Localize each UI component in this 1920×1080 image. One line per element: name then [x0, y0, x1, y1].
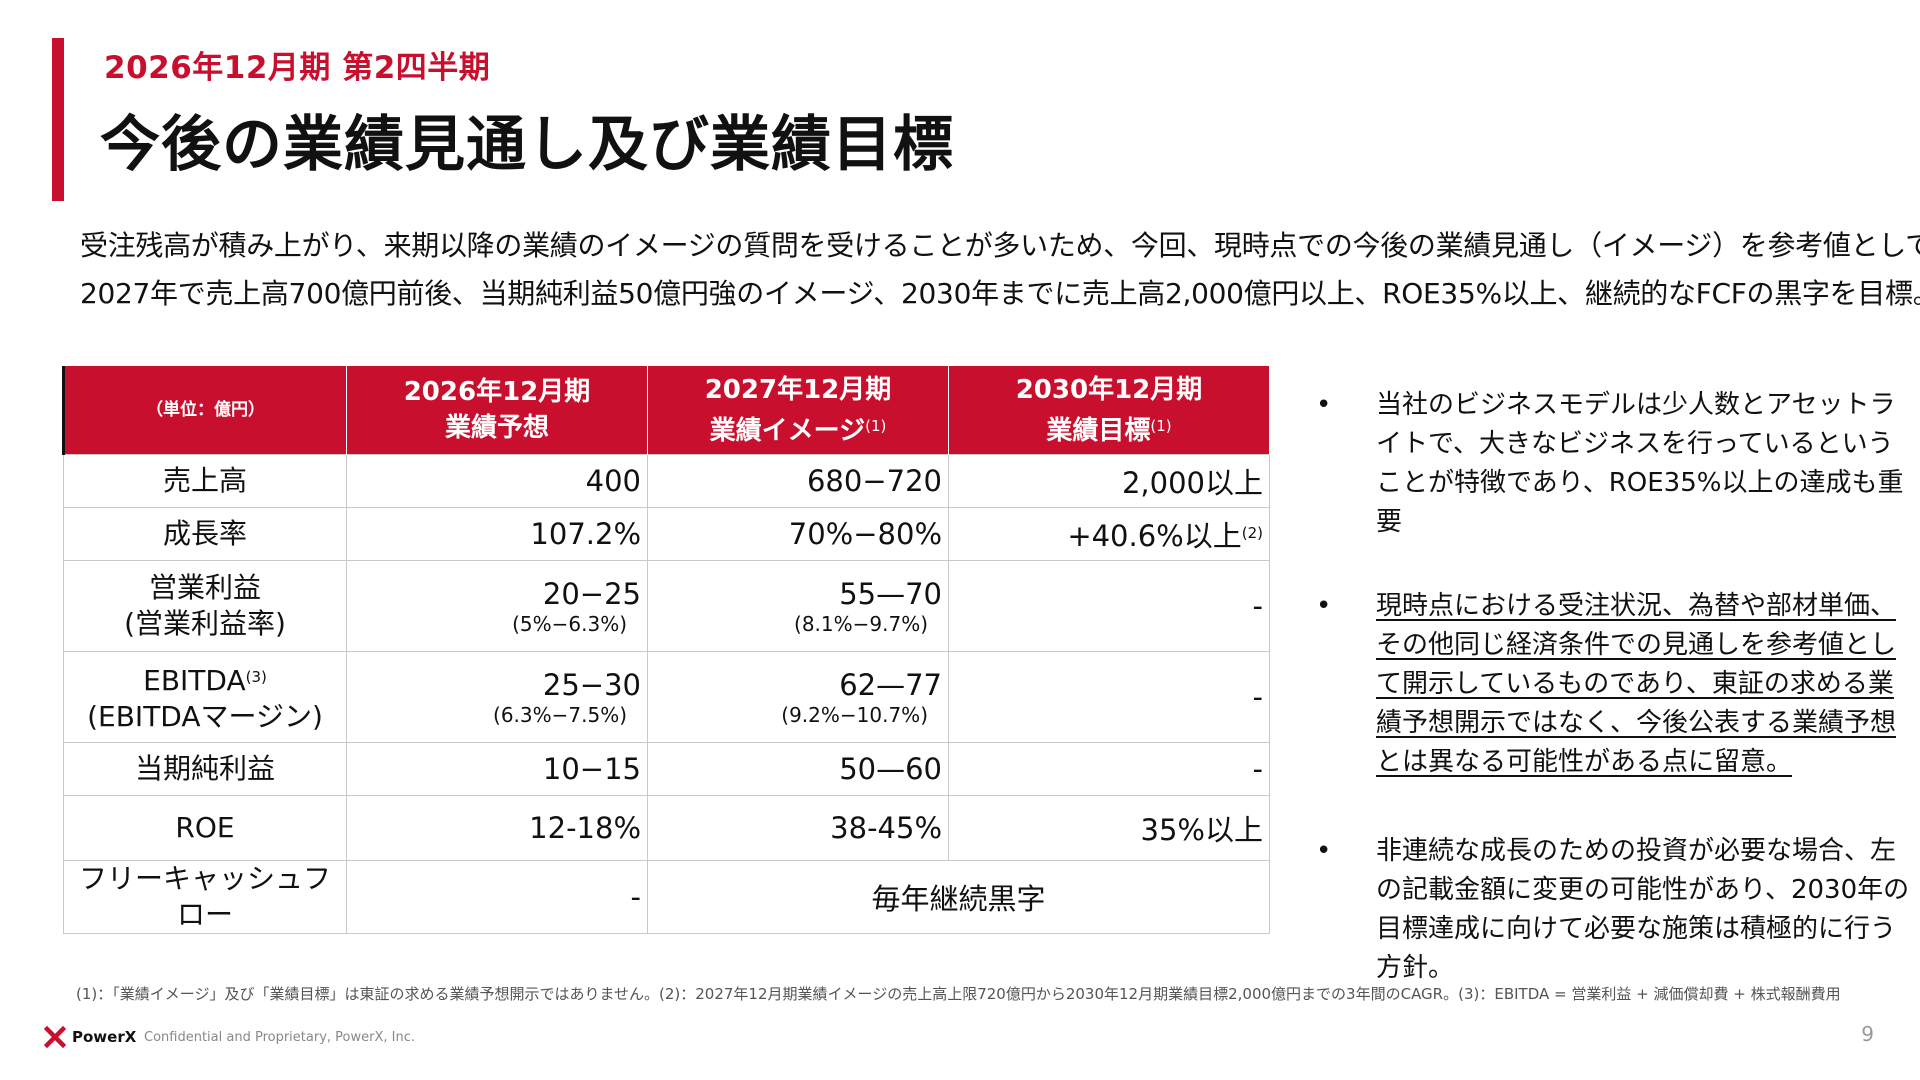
cell-2026: - [346, 860, 648, 934]
cell-2027: 62—77 (9.2%−10.7%) [647, 651, 949, 743]
accent-bar [52, 38, 64, 201]
period-label: 2026年12月期 第2四半期 [104, 50, 491, 86]
row-label: EBITDA(3) (EBITDAマージン) [63, 651, 347, 743]
cell-2030: - [948, 560, 1270, 652]
row-label: フリーキャッシュフロー [63, 860, 347, 934]
column-header-line1: 2026年12月期 [403, 377, 591, 407]
cell-2030: - [948, 742, 1270, 796]
cell-2027: 55—70 (8.1%−9.7%) [647, 560, 949, 652]
list-item: • 現時点における受注状況、為替や部材単価、その他同じ経済条件での見通しを参考値… [1316, 587, 1916, 782]
table-row-sales: 売上高 400 680−720 2,000以上 [63, 454, 1270, 508]
footnote-ref: (1) [1150, 416, 1172, 435]
cell-2027: 38-45% [647, 795, 949, 861]
row-label: 当期純利益 [63, 742, 347, 796]
row-label: 営業利益 (営業利益率) [63, 560, 347, 652]
bullet-marker: • [1316, 591, 1332, 621]
bullet-text: 現時点における受注状況、為替や部材単価、その他同じ経済条件での見通しを参考値とし… [1376, 591, 1897, 777]
notes-list: • 当社のビジネスモデルは少人数とアセットライトで、大きなビジネスを行っていると… [1316, 386, 1916, 988]
table-row-net-income: 当期純利益 10−15 50—60 - [63, 742, 1270, 796]
row-label: ROE [63, 795, 347, 861]
column-header-line2: 業績イメージ(1) [709, 415, 887, 446]
row-label: 成長率 [63, 507, 347, 561]
company-logo: PowerX [44, 1026, 136, 1048]
forecast-table: （単位：億円） 2026年12月期 業績予想 2027年12月期 業績イメージ(… [62, 366, 1270, 934]
page-title: 今後の業績見通し及び業績目標 [100, 110, 954, 180]
cell-2026: 107.2% [346, 507, 648, 561]
margin-sub: (9.2%−10.7%) [781, 703, 928, 727]
footnote-ref: (1) [865, 416, 887, 435]
bullet-text: 当社のビジネスモデルは少人数とアセットライトで、大きなビジネスを行っているという… [1376, 390, 1904, 537]
table-row-roe: ROE 12-18% 38-45% 35%以上 [63, 795, 1270, 861]
intro-line-2: 2027年で売上高700億円前後、当期純利益50億円強のイメージ、2030年まで… [80, 277, 1920, 310]
table-row-operating-income: 営業利益 (営業利益率) 20−25 (5%−6.3%) 55—70 (8.1%… [63, 560, 1270, 652]
cell-2027: 70%−80% [647, 507, 949, 561]
column-header-line1: 2027年12月期 [704, 374, 892, 405]
cell-2030: - [948, 651, 1270, 743]
footnote-ref: (2) [1241, 524, 1263, 542]
cell-2026: 12-18% [346, 795, 648, 861]
cell-2026: 20−25 (5%−6.3%) [346, 560, 648, 652]
brand-name: PowerX [72, 1028, 137, 1046]
table-row-growth: 成長率 107.2% 70%−80% +40.6%以上(2) [63, 507, 1270, 561]
margin-sub: (5%−6.3%) [512, 612, 627, 636]
cell-2030: +40.6%以上(2) [948, 507, 1270, 561]
table-header-row: （単位：億円） 2026年12月期 業績予想 2027年12月期 業績イメージ(… [62, 366, 1270, 455]
table-row-fcf: フリーキャッシュフロー - 毎年継続黒字 [63, 860, 1270, 934]
confidential-notice: Confidential and Proprietary, PowerX, In… [144, 1030, 415, 1045]
list-item: • 非連続な成長のための投資が必要な場合、左の記載金額に変更の可能性があり、20… [1316, 832, 1916, 988]
cell-2027-2030: 毎年継続黒字 [647, 860, 1270, 934]
bullet-marker: • [1316, 836, 1332, 866]
cell-2027: 50—60 [647, 742, 949, 796]
column-header-line1: 2030年12月期 [1015, 374, 1203, 405]
cell-2026: 10−15 [346, 742, 648, 796]
cell-2026: 25−30 (6.3%−7.5%) [346, 651, 648, 743]
row-label: 売上高 [63, 454, 347, 508]
intro-line-1: 受注残高が積み上がり、来期以降の業績のイメージの質問を受けることが多いため、今回… [80, 229, 1920, 262]
intro-text: 受注残高が積み上がり、来期以降の業績のイメージの質問を受けることが多いため、今回… [80, 222, 1920, 318]
x-logo-icon [44, 1026, 66, 1048]
list-item: • 当社のビジネスモデルは少人数とアセットライトで、大きなビジネスを行っていると… [1316, 386, 1916, 542]
margin-sub: (8.1%−9.7%) [794, 612, 928, 636]
cell-2027: 680−720 [647, 454, 949, 508]
margin-sub: (6.3%−7.5%) [493, 703, 627, 727]
column-header-2030: 2030年12月期 業績目標(1) [948, 366, 1270, 455]
column-header-line2: 業績目標(1) [1046, 415, 1172, 446]
cell-2030: 35%以上 [948, 795, 1270, 861]
cell-2026: 400 [346, 454, 648, 508]
column-header-2027: 2027年12月期 業績イメージ(1) [647, 366, 949, 455]
footnote: (1)：「業績イメージ」及び「業績目標」は東証の求める業績予想開示ではありません… [76, 985, 1841, 1003]
column-header-2026: 2026年12月期 業績予想 [346, 366, 648, 455]
page-number: 9 [1861, 1022, 1874, 1046]
unit-label: （単位：億円） [62, 366, 347, 455]
table-row-ebitda: EBITDA(3) (EBITDAマージン) 25−30 (6.3%−7.5%)… [63, 651, 1270, 743]
cell-2030: 2,000以上 [948, 454, 1270, 508]
bullet-text: 非連続な成長のための投資が必要な場合、左の記載金額に変更の可能性があり、2030… [1376, 836, 1910, 983]
column-header-line2: 業績予想 [444, 413, 549, 443]
bullet-marker: • [1316, 390, 1332, 420]
footnote-ref: (3) [245, 668, 267, 686]
